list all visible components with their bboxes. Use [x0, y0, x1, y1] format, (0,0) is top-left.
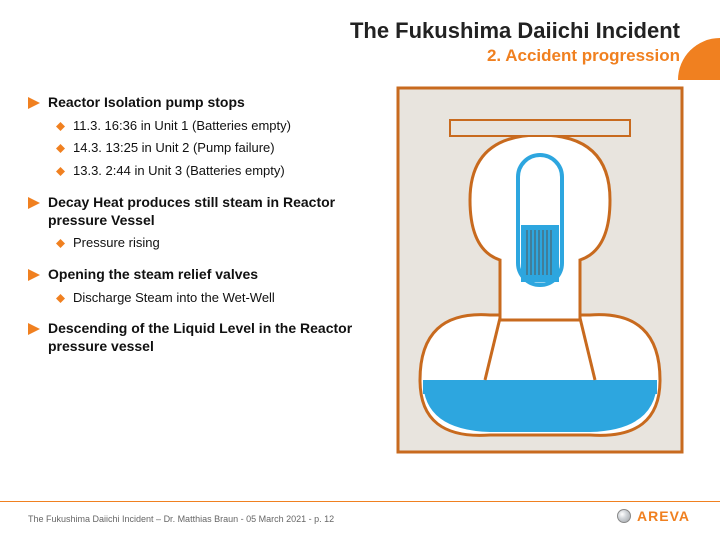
bullet-level1: Decay Heat produces still steam in React…	[28, 194, 388, 229]
bullet-level2: Pressure rising	[56, 235, 388, 252]
bullet-text: Decay Heat produces still steam in React…	[48, 194, 388, 229]
diamond-icon	[56, 294, 65, 307]
title-area: The Fukushima Daiichi Incident 2. Accide…	[0, 0, 720, 70]
bullet-level2: 14.3. 13:25 in Unit 2 (Pump failure)	[56, 140, 388, 157]
page-subtitle: 2. Accident progression	[0, 46, 680, 66]
bullet-text: Opening the steam relief valves	[48, 266, 258, 284]
diamond-icon	[56, 122, 65, 135]
bullet-level1: Descending of the Liquid Level in the Re…	[28, 320, 388, 355]
diamond-icon	[56, 144, 65, 157]
brand-logo-icon	[617, 509, 631, 523]
bullet-level1: Reactor Isolation pump stops	[28, 94, 388, 112]
bullet-level1: Opening the steam relief valves	[28, 266, 388, 284]
bullet-level2: 11.3. 16:36 in Unit 1 (Batteries empty)	[56, 118, 388, 135]
bullet-text: Reactor Isolation pump stops	[48, 94, 245, 112]
bullet-subtext: Discharge Steam into the Wet-Well	[73, 290, 275, 307]
triangle-icon	[28, 97, 40, 112]
content-bullets: Reactor Isolation pump stops 11.3. 16:36 …	[28, 80, 388, 361]
bullet-subtext: 13.3. 2:44 in Unit 3 (Batteries empty)	[73, 163, 285, 180]
bullet-level2: 13.3. 2:44 in Unit 3 (Batteries empty)	[56, 163, 388, 180]
triangle-icon	[28, 269, 40, 284]
brand-name: AREVA	[637, 508, 690, 524]
reactor-diagram	[390, 80, 690, 460]
triangle-icon	[28, 323, 40, 355]
page-title: The Fukushima Daiichi Incident	[0, 18, 680, 44]
diamond-icon	[56, 167, 65, 180]
bullet-subtext: 14.3. 13:25 in Unit 2 (Pump failure)	[73, 140, 275, 157]
bullet-level2: Discharge Steam into the Wet-Well	[56, 290, 388, 307]
brand: AREVA	[617, 508, 690, 524]
triangle-icon	[28, 197, 40, 229]
bullet-subtext: Pressure rising	[73, 235, 160, 252]
diamond-icon	[56, 239, 65, 252]
bullet-subtext: 11.3. 16:36 in Unit 1 (Batteries empty)	[73, 118, 291, 135]
footer-divider	[0, 501, 720, 502]
bullet-text: Descending of the Liquid Level in the Re…	[48, 320, 388, 355]
footer: The Fukushima Daiichi Incident – Dr. Mat…	[28, 508, 690, 524]
footer-text: The Fukushima Daiichi Incident – Dr. Mat…	[28, 514, 334, 524]
